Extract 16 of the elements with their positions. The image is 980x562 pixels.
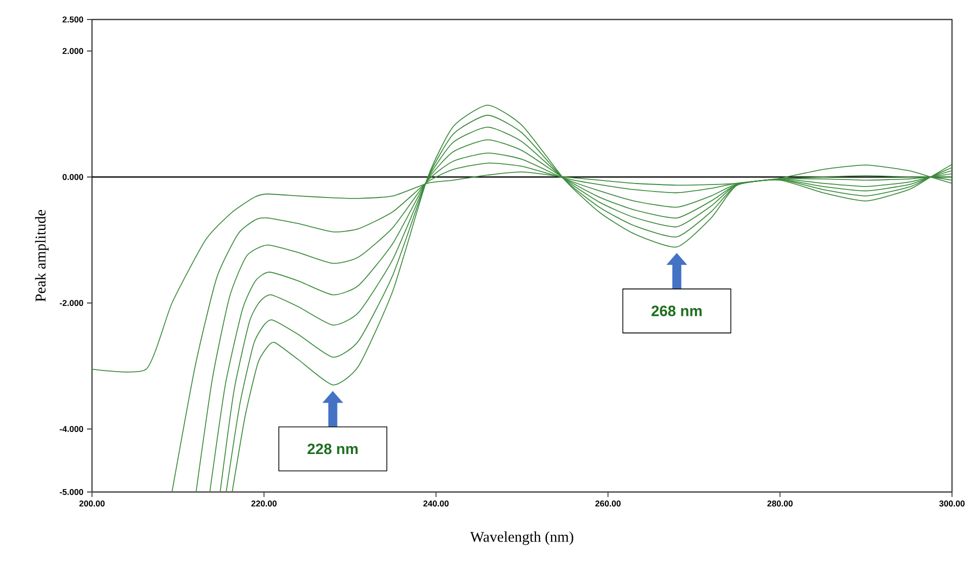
annotation: 268 nm — [652, 306, 702, 316]
y-tick-label: 0.000 — [62, 174, 84, 180]
y-tick-label: -4.000 — [60, 426, 84, 432]
x-axis-title: Wavelength (nm) — [470, 531, 574, 545]
x-tick-label: 260.00 — [595, 500, 621, 507]
x-tick-label: 240.00 — [423, 500, 449, 507]
y-tick-label: 2.500 — [62, 16, 84, 22]
annotation: 228 nm — [308, 444, 358, 454]
y-tick-label: -5.000 — [60, 489, 84, 495]
x-tick-label: 280.00 — [767, 500, 793, 507]
y-axis-title: Peak amplitude — [35, 210, 49, 302]
y-tick-label: -2.000 — [60, 300, 84, 306]
x-tick-label: 300.00 — [939, 500, 965, 507]
x-tick-label: 200.00 — [79, 500, 105, 507]
y-tick-label: 2.000 — [62, 48, 84, 54]
x-tick-label: 220.00 — [251, 500, 277, 507]
